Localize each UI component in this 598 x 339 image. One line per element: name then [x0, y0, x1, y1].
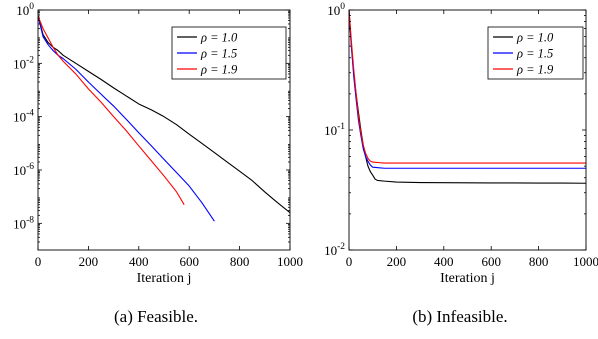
legend-label-infeasible-0: ρ = 1.0 — [516, 31, 554, 45]
panel-feasible: 0 200 400 600 800 1000 100 10-2 10-4 10-6 10-8 Iter… — [13, 2, 303, 326]
y-tick-label-feasible-1: 10-2 — [13, 55, 34, 71]
series-line-infeasible-2 — [349, 10, 586, 164]
x-tick-label-infeasible-4: 800 — [529, 254, 549, 269]
legend-label-infeasible-1: ρ = 1.5 — [516, 47, 553, 61]
legend-label-feasible-1: ρ = 1.5 — [200, 47, 237, 61]
legend-label-feasible-0: ρ = 1.0 — [200, 31, 238, 45]
y-tick-label-feasible-0: 100 — [16, 2, 34, 18]
x-tick-label-feasible-3: 600 — [179, 254, 199, 269]
plot-frame-feasible — [37, 9, 291, 251]
x-tick-label-feasible-2: 400 — [129, 254, 149, 269]
y-tick-label-feasible-3: 10-6 — [13, 162, 34, 178]
x-tick-label-infeasible-1: 200 — [387, 254, 407, 269]
x-axis-label-infeasible: Iteration j — [440, 271, 495, 286]
series-line-feasible-1 — [38, 15, 215, 222]
series-line-feasible-0 — [38, 15, 290, 214]
x-tick-label-infeasible-3: 600 — [481, 254, 501, 269]
x-axis-label-feasible: Iteration j — [137, 271, 192, 286]
y-tick-label-feasible-2: 10-4 — [13, 109, 34, 125]
x-tick-label-infeasible-2: 400 — [434, 254, 454, 269]
legend-label-infeasible-2: ρ = 1.9 — [516, 63, 554, 77]
x-tick-label-infeasible-0: 0 — [346, 254, 353, 269]
legend-label-feasible-2: ρ = 1.9 — [200, 63, 238, 77]
y-tick-label-infeasible-2: 10-2 — [324, 242, 345, 258]
panel-infeasible: 0 200 400 600 800 1000 100 10-1 10-2 Iteration j ρ… — [324, 2, 598, 326]
y-tick-label-infeasible-0: 100 — [327, 2, 345, 18]
caption-feasible: (a) Feasible. — [114, 307, 198, 326]
x-tick-label-feasible-5: 1000 — [277, 254, 303, 269]
x-tick-label-feasible-1: 200 — [79, 254, 99, 269]
y-tick-label-feasible-4: 10-8 — [13, 215, 34, 231]
caption-infeasible: (b) Infeasible. — [412, 307, 507, 326]
y-tick-label-infeasible-1: 10-1 — [324, 122, 345, 138]
x-tick-label-feasible-0: 0 — [35, 254, 42, 269]
x-tick-label-infeasible-5: 1000 — [573, 254, 598, 269]
x-tick-label-feasible-4: 800 — [230, 254, 250, 269]
series-line-feasible-2 — [38, 15, 185, 205]
